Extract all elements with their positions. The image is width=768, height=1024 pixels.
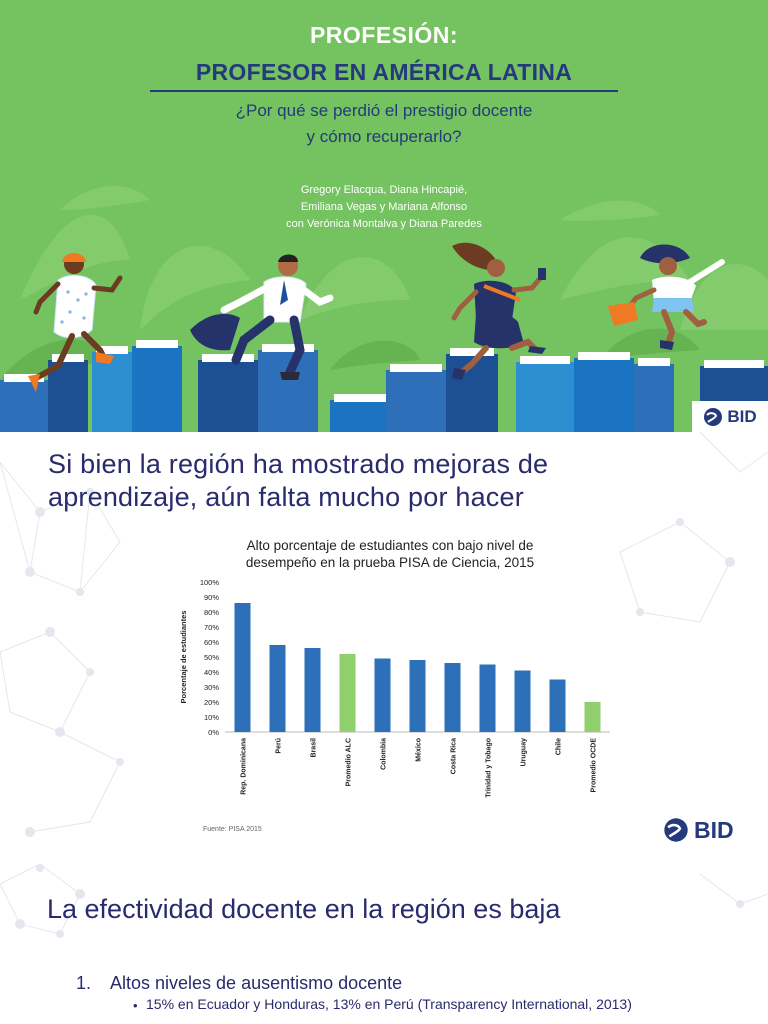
x-tick-label: Rep. Dominicana	[241, 738, 248, 795]
bid-logo-icon	[664, 818, 688, 842]
bid-logo-text: BID	[727, 406, 757, 426]
y-tick-label: 0%	[208, 728, 219, 737]
y-tick-label: 60%	[204, 638, 219, 647]
book-decoration	[516, 362, 574, 432]
x-tick-label: Promedio OCDE	[591, 738, 598, 793]
book-decoration	[132, 346, 182, 432]
slide-heading: La efectividad docente en la región es b…	[47, 894, 561, 924]
y-tick-label: 100%	[200, 578, 220, 587]
bar	[479, 664, 496, 732]
bar	[269, 645, 286, 732]
y-tick-label: 10%	[204, 713, 219, 722]
cover-divider	[150, 90, 618, 92]
bar	[409, 660, 426, 732]
effectiveness-slide: La efectividad docente en la región es b…	[0, 864, 768, 1024]
book-decoration	[0, 380, 48, 432]
bid-logo: BID	[692, 401, 768, 432]
cover-authors-line1: Gregory Elacqua, Diana Hincapié,	[300, 184, 468, 196]
x-tick-label: Promedio ALC	[346, 738, 353, 786]
book-decoration	[386, 370, 446, 432]
y-axis-label: Porcentaje de estudiantes	[179, 611, 188, 704]
cover-title-line1: PROFESIÓN:	[309, 22, 459, 48]
book-decoration	[198, 360, 258, 432]
runner-figure-3	[451, 242, 546, 380]
book-pages-decoration	[450, 348, 494, 356]
y-tick-label: 80%	[204, 608, 219, 617]
chart-slide: Si bien la región ha mostrado mejoras de…	[0, 432, 768, 864]
book-decoration	[330, 400, 390, 432]
book-pages-decoration	[334, 394, 386, 402]
x-tick-label: México	[416, 738, 423, 762]
book-pages-decoration	[262, 344, 314, 352]
bid-logo: BID	[663, 815, 753, 845]
y-tick-label: 40%	[204, 668, 219, 677]
book-decoration	[634, 364, 674, 432]
book-pages-decoration	[704, 360, 764, 368]
book-decoration	[258, 350, 318, 432]
bar-chart: Porcentaje de estudiantes 0% 10% 20% 30% 40% 5…	[179, 578, 610, 798]
cover-title-line2: PROFESOR EN AMÉRICA LATINA	[195, 59, 573, 85]
chart-title-line2: desempeño en la prueba PISA de Ciencia, …	[245, 555, 535, 570]
list-item-label: Altos niveles de ausentismo docente	[110, 973, 403, 993]
book-pages-decoration	[520, 356, 570, 364]
bar	[549, 679, 566, 732]
y-tick-label: 30%	[204, 683, 219, 692]
y-tick-label: 70%	[204, 623, 219, 632]
slide-heading-line2: aprendizaje, aún falta mucho por hacer	[48, 482, 524, 512]
bullet-marker: •	[133, 998, 138, 1013]
chart-title-line1: Alto porcentaje de estudiantes con bajo …	[246, 538, 534, 553]
y-tick-label: 90%	[204, 593, 219, 602]
x-tick-label: Costa Rica	[451, 738, 458, 774]
bid-logo-icon	[704, 407, 723, 426]
book-pages-decoration	[4, 374, 44, 382]
cover-subtitle-line1: ¿Por qué se perdió el prestigio docente	[235, 101, 533, 120]
list-item-number: 1.	[76, 973, 92, 993]
x-tick-label: Uruguay	[521, 738, 528, 767]
book-decoration	[446, 354, 498, 432]
bar	[584, 702, 601, 732]
x-tick-label: Perú	[276, 738, 283, 754]
chart-source: Fuente: PISA 2015	[203, 826, 262, 833]
bar	[374, 658, 391, 732]
book-pages-decoration	[390, 364, 442, 372]
x-tick-label: Colombia	[381, 738, 388, 770]
book-decoration	[48, 360, 88, 432]
runner-figure-2	[190, 254, 334, 380]
book-decoration	[574, 358, 634, 432]
bar	[514, 670, 531, 732]
y-tick-label: 20%	[204, 698, 219, 707]
cover-authors-line3: con Verónica Montalva y Diana Paredes	[286, 218, 482, 230]
x-tick-label: Chile	[556, 738, 563, 755]
book-decoration	[92, 352, 132, 432]
book-pages-decoration	[96, 346, 128, 354]
bullet-text: 15% en Ecuador y Honduras, 13% en Perú (…	[146, 996, 632, 1012]
bar	[234, 603, 251, 732]
book-pages-decoration	[578, 352, 630, 360]
book-pages-decoration	[52, 354, 84, 362]
x-tick-label: Trinidad y Tobago	[486, 738, 493, 798]
cover-subtitle-line2: y cómo recuperarlo?	[306, 127, 462, 146]
slide-heading-line1: Si bien la región ha mostrado mejoras de	[48, 449, 549, 479]
book-pages-decoration	[638, 358, 670, 366]
cover-slide: PROFESIÓN: PROFESOR EN AMÉRICA LATINA ¿P…	[0, 0, 768, 432]
runner-figure-1	[28, 253, 123, 392]
bar	[304, 648, 321, 732]
x-tick-label: Brasil	[311, 738, 318, 758]
bid-logo-text: BID	[694, 816, 734, 843]
cover-authors-line2: Emiliana Vegas y Mariana Alfonso	[300, 201, 468, 213]
y-tick-label: 50%	[204, 653, 219, 662]
book-pages-decoration	[202, 354, 254, 362]
bar	[339, 654, 356, 732]
book-pages-decoration	[136, 340, 178, 348]
runner-figure-4	[608, 244, 725, 350]
bar	[444, 663, 461, 732]
